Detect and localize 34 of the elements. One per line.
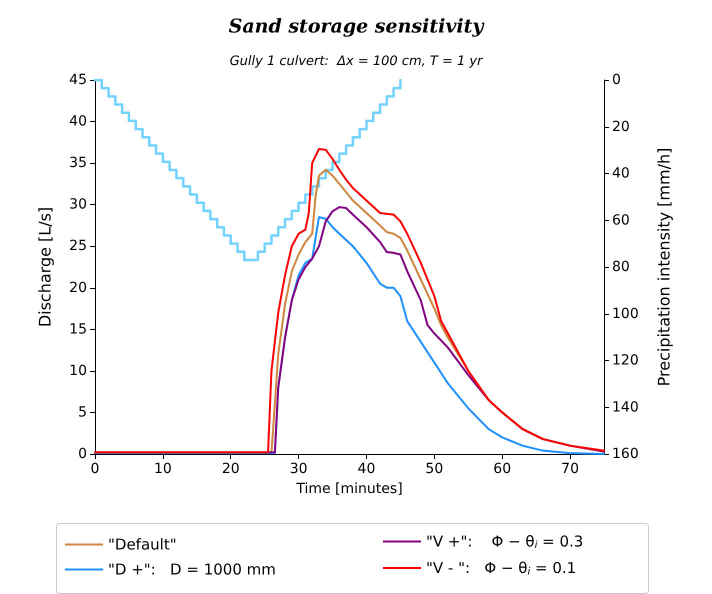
y-tick-label: 10 (69, 362, 87, 379)
x-tick-label: 50 (425, 461, 444, 477)
y2-tick-label: 60 (612, 212, 630, 228)
y-tick-label: 20 (69, 280, 87, 296)
y2-tick-label: 20 (612, 118, 630, 135)
y2-tick-label: 40 (612, 166, 630, 182)
x-tick-label: 10 (154, 461, 172, 477)
chart-title: Sand storage sensitivity (228, 16, 486, 38)
x-tick-label: 30 (290, 461, 308, 477)
x-tick-label: 20 (222, 461, 240, 477)
y-tick-label: 30 (69, 196, 87, 213)
x-tick-label: 0 (90, 461, 100, 477)
y2-axis-title: Precipitation intensity [mm/h] (654, 148, 674, 386)
y2-tick-label: 160 (612, 446, 639, 462)
y-tick-label: 45 (69, 72, 87, 88)
y-tick-label: 40 (69, 114, 87, 130)
y-tick-label: 25 (69, 238, 87, 254)
y2-tick-label: 140 (612, 399, 639, 416)
y2-tick-label: 100 (612, 306, 639, 322)
x-tick-label: 60 (493, 461, 512, 477)
y-tick-label: 0 (78, 446, 87, 462)
y2-tick-label: 80 (612, 259, 630, 275)
chart-subtitle: Gully 1 culvert: Δx = 100 cm, T = 1 yr (230, 54, 484, 69)
x-axis-title: Time [minutes] (295, 481, 403, 497)
y-tick-label: 5 (78, 404, 87, 420)
legend-label: "D +": D = 1000 mm (108, 560, 276, 578)
x-tick-label: 70 (561, 461, 579, 477)
x-tick-label: 40 (358, 461, 376, 477)
y-axis-title: Discharge [L/s] (36, 206, 54, 328)
y2-tick-label: 120 (612, 352, 639, 368)
y2-tick-label: 0 (612, 72, 621, 88)
y-tick-label: 15 (69, 321, 87, 338)
y-tick-label: 35 (69, 155, 87, 172)
legend-label: "Default" (108, 536, 177, 554)
